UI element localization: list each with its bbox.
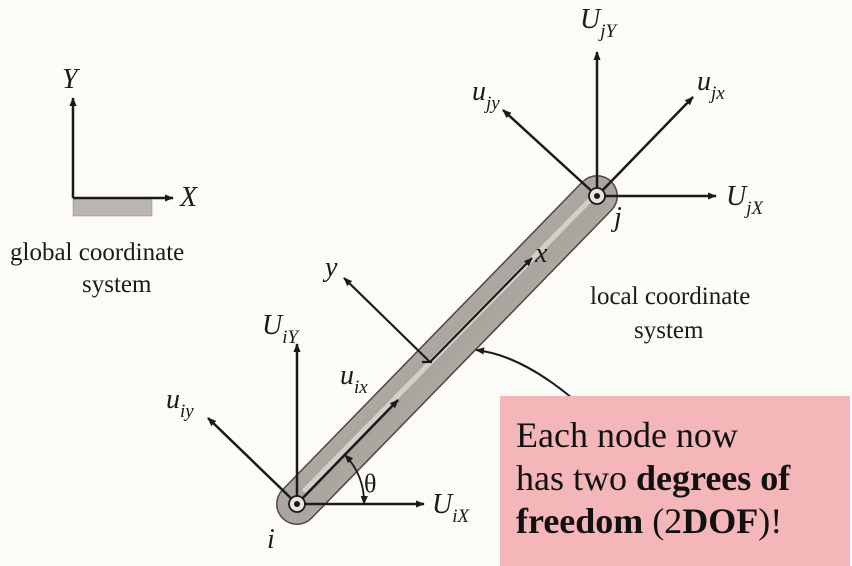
global-ground-hatch bbox=[72, 197, 153, 217]
local-x-axis bbox=[429, 257, 533, 363]
angle-theta-label: θ bbox=[364, 469, 376, 498]
node-i-UX-label: UiX bbox=[432, 489, 471, 527]
angle-theta-arc bbox=[344, 454, 368, 505]
local-coordinate-system: x y local coordinate system bbox=[322, 238, 750, 399]
local-y-label: y bbox=[322, 252, 338, 283]
node-j-pin-inner bbox=[594, 193, 600, 199]
node-i-uy-label: uiy bbox=[166, 384, 194, 422]
node-j-uy-arrow bbox=[502, 109, 598, 197]
note-line-3-plain-open: (2 bbox=[643, 501, 683, 541]
node-j-label: j bbox=[611, 202, 622, 233]
global-coordinate-system: Y X global coordinate system bbox=[10, 64, 198, 298]
global-x-label: X bbox=[179, 182, 198, 213]
note-line-3-bold-freedom: freedom bbox=[516, 501, 644, 541]
node-i-ux-label: uix bbox=[340, 360, 368, 398]
global-caption-line1: global coordinate bbox=[10, 239, 184, 266]
global-y-label: Y bbox=[62, 64, 81, 95]
local-caption-line2: system bbox=[634, 317, 704, 344]
note-line-3-bold-dof: DOF bbox=[682, 501, 759, 541]
node-j-ux-label: ujx bbox=[697, 66, 725, 104]
dof-note-box: Each node now has two degrees of freedom… bbox=[500, 396, 850, 566]
note-line-3-plain-close: )! bbox=[758, 501, 783, 541]
node-j: j UjY UjX ujx ujy bbox=[472, 4, 765, 233]
local-caption-pointer bbox=[475, 347, 573, 399]
local-caption-line1: local coordinate bbox=[590, 283, 750, 310]
node-i-pin-inner bbox=[294, 501, 300, 507]
node-j-ux-arrow bbox=[596, 96, 694, 197]
note-line-2: has two degrees of bbox=[516, 457, 836, 500]
node-i-label: i bbox=[267, 524, 275, 555]
node-j-uy-label: ujy bbox=[472, 76, 500, 114]
note-line-2-bold: degrees of bbox=[636, 458, 791, 498]
local-y-axis bbox=[343, 277, 431, 363]
node-i-ux-arrow bbox=[296, 399, 399, 505]
note-line-3: freedom (2DOF)! bbox=[516, 500, 836, 543]
note-line-1-text: Each node now bbox=[516, 415, 738, 455]
local-x-label: x bbox=[534, 238, 548, 269]
note-line-1: Each node now bbox=[516, 414, 836, 457]
node-j-UX-label: UjX bbox=[726, 181, 765, 219]
node-j-UY-label: UjY bbox=[580, 4, 619, 42]
note-line-2-plain: has two bbox=[516, 458, 636, 498]
node-i-UY-label: UiY bbox=[262, 310, 301, 348]
global-caption-line2: system bbox=[82, 271, 152, 298]
node-i: θ i UiY UiX uix uiy bbox=[166, 310, 471, 555]
node-i-uy-arrow bbox=[207, 417, 298, 505]
